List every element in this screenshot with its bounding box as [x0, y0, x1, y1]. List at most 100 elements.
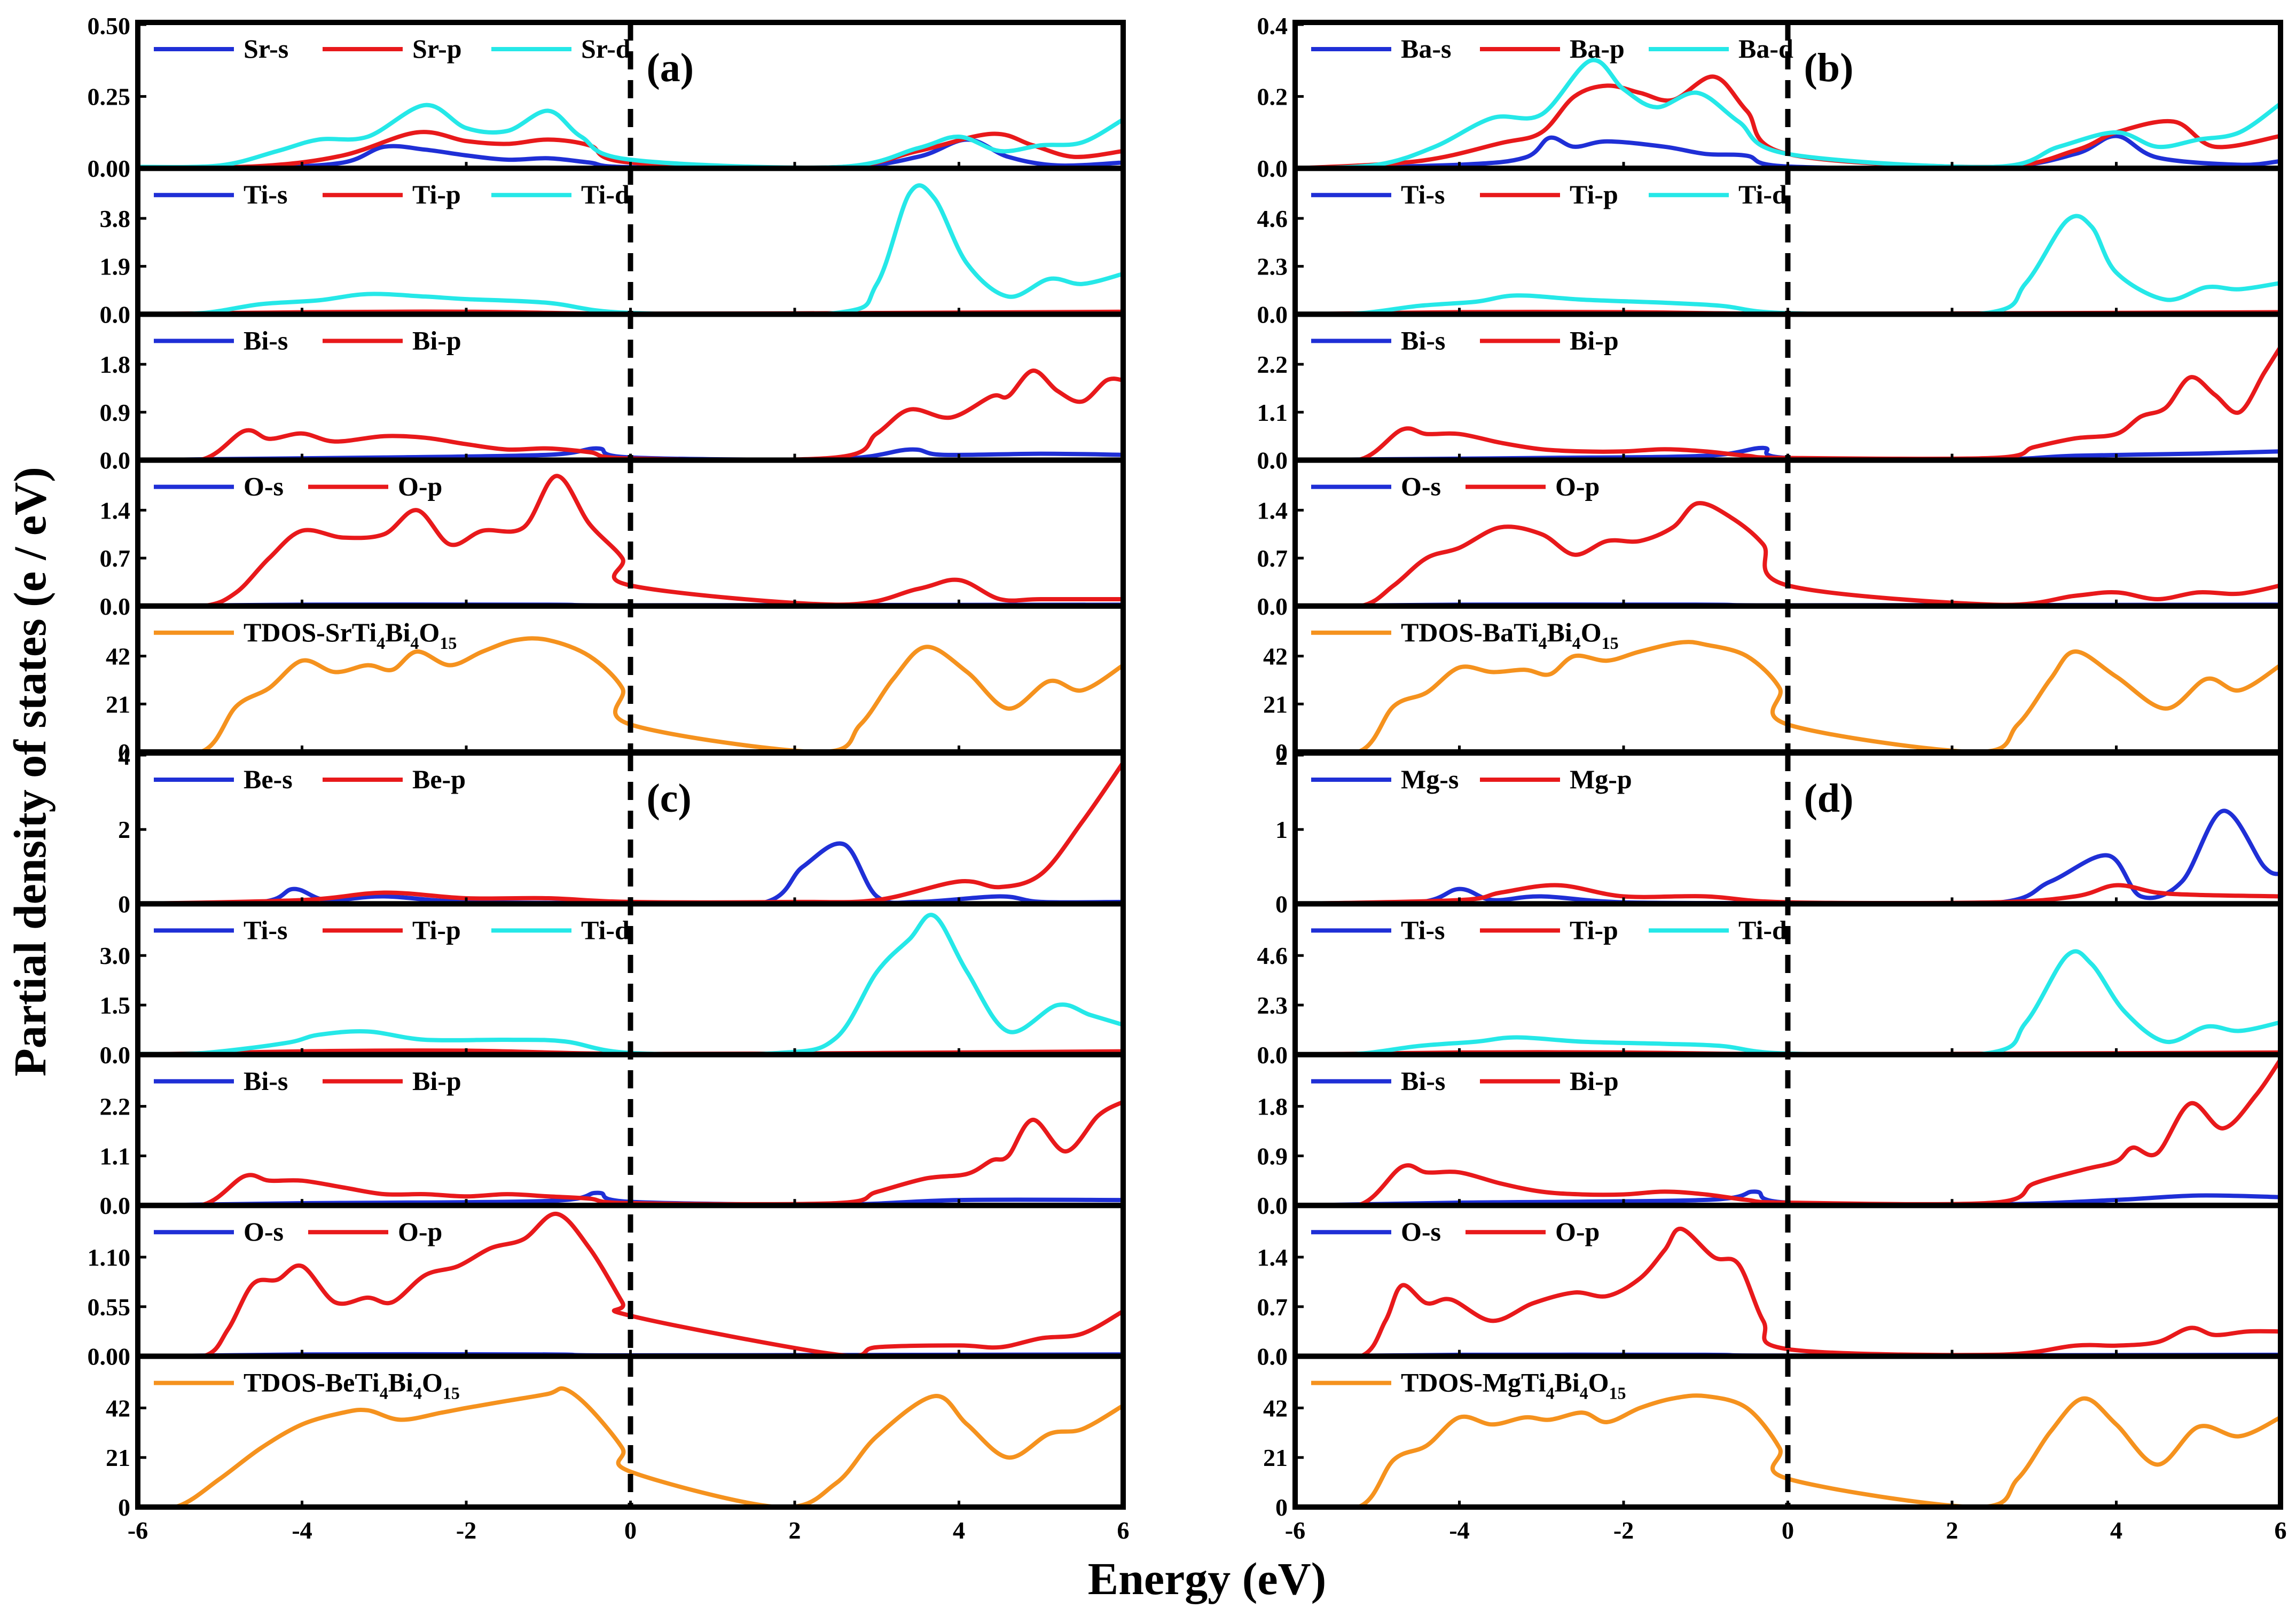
series-curve-O-p [1295, 1227, 2281, 1356]
legend-label-Bi-s: Bi-s [1401, 1066, 1445, 1096]
y-tick-label: 0.9 [1257, 1142, 1288, 1170]
legend-label-Mg-s: Mg-s [1401, 764, 1459, 794]
x-tick-label: 4 [953, 1517, 965, 1544]
x-tick-label: 6 [1117, 1517, 1130, 1544]
y-tick-label: 21 [1263, 691, 1288, 718]
series-curve-Ba-s [1295, 134, 2281, 169]
y-tick-label: 2 [118, 816, 130, 843]
legend-label-part: 15 [1602, 633, 1619, 653]
legend-label-Sr-p: Sr-p [412, 34, 462, 64]
legend-label-Sr-d: Sr-d [581, 34, 631, 64]
legend-label-Bi-p: Bi-p [412, 325, 461, 355]
legend-label-O-p: O-p [1555, 1217, 1600, 1246]
y-tick-label: 0.7 [100, 545, 131, 572]
x-tick-label: -6 [1285, 1517, 1305, 1544]
legend-label-part: O [1588, 1368, 1609, 1398]
x-tick-label: -6 [128, 1517, 148, 1544]
x-tick-label: -4 [1449, 1517, 1469, 1544]
series-curve-TDOS-SrTi4Bi4O15 [138, 636, 1123, 752]
x-tick-label: 6 [1117, 1517, 1130, 1544]
series-curve-Be-s [138, 841, 1123, 904]
x-tick-label: 0 [624, 1517, 637, 1544]
legend-label-Bi-p: Bi-p [412, 1066, 461, 1096]
x-tick-label: -2 [1613, 1517, 1634, 1544]
y-tick-label: 1.9 [100, 253, 131, 280]
y-tick-label: 4.6 [1257, 942, 1288, 969]
x-tick-label: 2 [789, 1517, 801, 1544]
panel-2-row-3: O-s O-p 0.00 0.55 1.10 [88, 1203, 1126, 1370]
legend-label-Ti-s: Ti-s [244, 915, 287, 945]
x-axis-title: Energy (eV) [1088, 1553, 1327, 1604]
series-curve-Ti-d [1295, 214, 2281, 315]
x-tick-label: 2 [789, 1517, 801, 1544]
x-tick-label: -4 [1449, 1517, 1469, 1544]
x-tick-label: -4 [292, 1517, 312, 1544]
legend-label-Ti-s: Ti-s [244, 179, 287, 209]
series-curve-Ba-p [1295, 74, 2281, 169]
legend-label-O-s: O-s [1401, 472, 1441, 501]
panel-label: (d) [1804, 776, 1854, 821]
series-curve-Ba-d [1295, 58, 2281, 169]
x-tick-label: -6 [1285, 1517, 1305, 1544]
y-tick-label: 0.0 [1257, 447, 1288, 474]
y-tick-label: 0.2 [1257, 83, 1288, 111]
y-tick-label: 1.10 [88, 1244, 131, 1271]
panel-0-row-4: TDOS-SrTi4Bi4O15 0 21 42 [106, 603, 1126, 766]
legend-label-part: 4 [1546, 1384, 1554, 1403]
x-tick-label: -2 [1613, 1517, 1634, 1544]
legend-label-Ba-s: Ba-s [1401, 34, 1451, 64]
y-tick-label: 1.1 [1257, 399, 1288, 426]
panel-label: (b) [1804, 45, 1854, 90]
y-tick-label: 0 [1275, 1494, 1288, 1521]
series-curve-Mg-s [1295, 809, 2281, 904]
legend-label-O-s: O-s [244, 472, 284, 501]
legend-label-Ti-s: Ti-s [1401, 179, 1445, 209]
legend-label-Ti-s: Ti-s [1401, 915, 1445, 945]
legend-label-O-s: O-s [244, 1217, 284, 1246]
x-tick-label: 4 [953, 1517, 965, 1544]
legend-label-part: Bi [388, 1368, 413, 1398]
series-curve-O-p [138, 474, 1123, 606]
legend-label-part: 15 [443, 1384, 460, 1403]
legend-label-Ti-p: Ti-p [412, 915, 461, 945]
x-tick-label: 0 [1782, 1517, 1794, 1544]
y-tick-label: 0.0 [1257, 593, 1288, 620]
panel-1: Ba-s Ba-p Ba-d 0.0 0.2 0.4 Ti-s Ti-p Ti-d 0.0 2.3 4… [1257, 12, 2287, 1544]
y-axis-title: Partial density of states (e / eV) [4, 467, 56, 1077]
legend-label-part: 15 [440, 633, 457, 653]
x-tick-label: 2 [1946, 1517, 1958, 1544]
panel-3: Mg-s Mg-p 0 1 2 Ti-s Ti-p Ti-d 0.0 2.3 4.6 Bi-s Bi-p… [1257, 743, 2287, 1544]
legend-label-TDOS-MgTi4Bi4O15: TDOS-MgTi4Bi4O15 [1401, 1368, 1626, 1403]
panel-2-row-0: Be-s Be-p 0 2 4 [118, 743, 1126, 917]
legend-label-Ti-d: Ti-d [1738, 915, 1787, 945]
legend-label-Ti-p: Ti-p [1570, 179, 1618, 209]
y-tick-label: 42 [106, 643, 130, 670]
panel-label: (c) [647, 776, 692, 821]
legend-label-Bi-s: Bi-s [1401, 325, 1445, 355]
x-tick-label: 0 [624, 1517, 637, 1544]
legend-label-TDOS-BaTi4Bi4O15: TDOS-BaTi4Bi4O15 [1401, 617, 1619, 653]
y-tick-label: 0.25 [88, 83, 131, 111]
series-curve-TDOS-MgTi4Bi4O15 [1295, 1393, 2281, 1508]
legend-label-part: O [419, 617, 440, 647]
legend-label-Ti-p: Ti-p [1570, 915, 1618, 945]
y-tick-label: 0 [118, 739, 130, 766]
x-tick-label: -2 [456, 1517, 476, 1544]
y-tick-label: 0.0 [1257, 1192, 1288, 1219]
y-tick-label: 0.7 [1257, 1293, 1288, 1321]
y-tick-label: 2.2 [1257, 351, 1288, 378]
x-tick-label: -2 [456, 1517, 476, 1544]
series-curve-O-p [1295, 501, 2281, 606]
y-tick-label: 21 [106, 1444, 130, 1471]
legend-label-part: Bi [1547, 617, 1572, 647]
y-tick-label: 0.0 [100, 593, 131, 620]
y-tick-label: 0.0 [1257, 301, 1288, 328]
legend-label-O-s: O-s [1401, 1217, 1441, 1246]
y-tick-label: 1.4 [100, 497, 131, 524]
y-tick-label: 1.4 [1257, 1244, 1288, 1271]
y-tick-label: 2 [1275, 743, 1288, 770]
series-curve-Bi-p [1295, 1058, 2281, 1206]
panel-3-row-4: TDOS-MgTi4Bi4O15 0 21 42 [1263, 1353, 2283, 1521]
y-tick-label: 2.3 [1257, 253, 1288, 280]
y-tick-label: 0 [118, 1494, 130, 1521]
